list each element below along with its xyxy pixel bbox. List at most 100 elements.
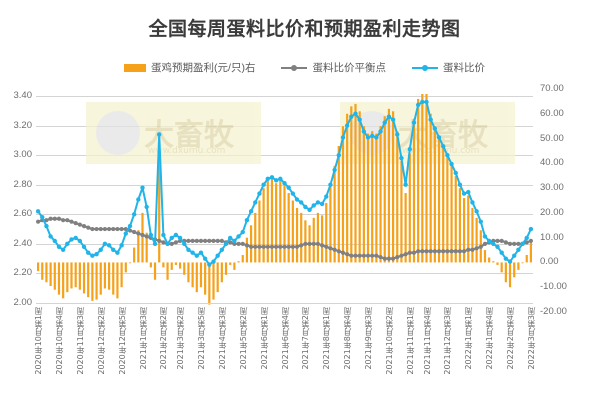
data-point	[211, 259, 216, 264]
data-point	[436, 249, 442, 254]
data-point	[466, 247, 471, 252]
data-point	[248, 244, 254, 249]
data-point	[470, 200, 475, 205]
data-point	[131, 212, 137, 217]
data-point	[123, 231, 128, 236]
bar-profit	[224, 262, 228, 275]
bar-profit	[517, 262, 520, 270]
data-point	[332, 247, 337, 252]
data-point	[395, 132, 400, 137]
data-point	[94, 252, 99, 257]
data-point	[278, 176, 283, 181]
data-point	[407, 250, 412, 255]
data-point	[56, 244, 62, 250]
data-point	[161, 232, 166, 238]
data-point	[236, 234, 241, 239]
data-point	[98, 226, 103, 232]
bar-profit	[400, 160, 403, 263]
x-axis-label: 2021年11月第4周	[422, 307, 432, 375]
data-point	[470, 247, 475, 252]
data-point	[424, 249, 429, 254]
data-point	[111, 226, 116, 232]
data-point	[478, 244, 483, 249]
bar-profit	[78, 262, 81, 290]
bar-profit	[66, 262, 69, 293]
bar-profit	[145, 232, 148, 263]
bar-profit	[153, 262, 157, 280]
data-point	[457, 182, 463, 187]
data-point	[441, 144, 446, 149]
data-point	[127, 223, 133, 229]
bar-profit	[107, 262, 111, 290]
bar-profit	[371, 131, 374, 263]
bar-profit	[475, 217, 478, 263]
bar-profit	[396, 131, 399, 263]
data-point	[432, 249, 437, 254]
data-point	[215, 238, 220, 243]
data-point	[453, 170, 458, 176]
legend-item-ratio[interactable]: 蛋料比价	[411, 60, 485, 75]
data-point	[282, 181, 287, 186]
bar-profit	[442, 145, 445, 263]
data-point	[198, 238, 204, 243]
bar-profit	[41, 262, 44, 280]
data-point	[144, 234, 149, 239]
data-point	[457, 249, 463, 254]
y-axis-left-tick: 2.80	[13, 178, 33, 190]
y-axis-left-tick: 3.20	[13, 119, 33, 131]
data-point	[512, 253, 517, 258]
data-point	[61, 218, 66, 223]
data-point	[157, 132, 162, 137]
bar-profit	[295, 207, 299, 263]
data-point	[474, 209, 479, 214]
bar-profit	[74, 262, 77, 288]
y-axis-right-tick: -10.00	[540, 281, 567, 293]
data-point	[215, 253, 220, 258]
data-point	[365, 253, 371, 258]
data-point	[73, 235, 78, 241]
data-point	[190, 238, 195, 243]
gridline	[36, 155, 533, 157]
data-point	[357, 117, 362, 122]
data-point	[428, 249, 433, 254]
legend-item-profit[interactable]: 蛋鸡预期盈利(元/只)右	[124, 60, 255, 75]
bar-profit	[412, 118, 416, 263]
data-point	[94, 226, 99, 232]
data-point	[499, 250, 504, 255]
data-point	[44, 223, 49, 229]
bar-profit	[358, 111, 361, 263]
bar-profit	[87, 262, 90, 298]
bar-profit	[174, 262, 178, 265]
bar-profit	[346, 113, 349, 263]
bar-profit	[216, 262, 219, 293]
data-point	[315, 241, 321, 246]
data-point	[169, 235, 174, 241]
bar-profit	[483, 250, 487, 263]
bar-profit	[320, 215, 324, 263]
bar-profit	[137, 230, 140, 263]
bar-profit	[95, 262, 98, 300]
bar-profit	[300, 212, 303, 263]
bar-profit	[467, 195, 470, 263]
x-axis-label: 2020年11月第3周	[75, 307, 85, 375]
data-point	[299, 200, 304, 205]
data-point	[311, 203, 316, 208]
data-point	[411, 250, 417, 255]
data-point	[274, 244, 279, 249]
data-point	[177, 235, 183, 241]
data-point	[90, 253, 95, 258]
bar-profit	[141, 212, 144, 263]
data-point	[370, 253, 375, 258]
data-point	[353, 111, 358, 116]
data-point	[361, 129, 367, 134]
legend-item-balance[interactable]: 蛋料比价平衡点	[281, 60, 386, 75]
data-point	[111, 247, 116, 252]
bar-profit	[437, 136, 441, 263]
data-point	[244, 243, 250, 248]
data-point	[294, 197, 300, 202]
data-point	[453, 249, 458, 254]
data-point	[269, 175, 275, 180]
data-point	[81, 244, 87, 250]
data-point	[98, 247, 103, 252]
